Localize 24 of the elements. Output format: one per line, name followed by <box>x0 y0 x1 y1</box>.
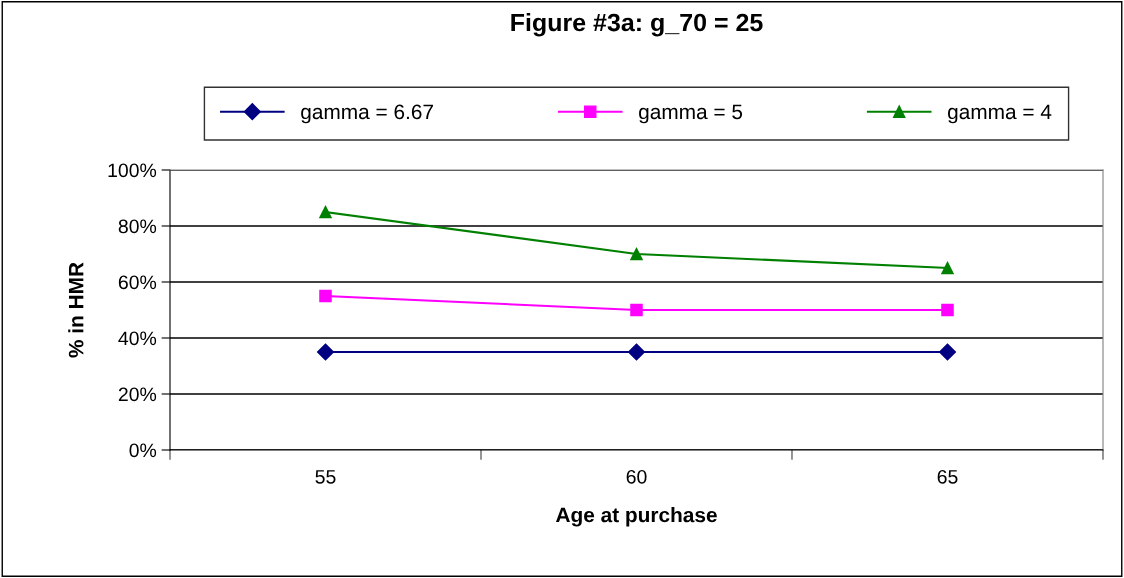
point <box>627 343 646 361</box>
point <box>319 289 332 303</box>
y-tick-label: 20% <box>118 387 157 402</box>
y-tick-label: 0% <box>129 443 157 458</box>
legend-label: gamma = 5 <box>639 104 743 124</box>
point <box>941 303 954 317</box>
x-axis-title: Age at purchase <box>555 507 717 527</box>
point <box>630 247 643 261</box>
legend-label: gamma = 4 <box>948 104 1052 124</box>
x-tick-label: 65 <box>937 469 958 484</box>
chart-title: Figure #3a: g_70 = 25 <box>511 12 763 37</box>
y-tick-label: 100% <box>108 163 157 178</box>
y-tick-label: 60% <box>118 275 157 290</box>
y-tick-label: 80% <box>118 219 157 234</box>
legend-label: gamma = 6.67 <box>301 104 433 124</box>
x-tick-label: 55 <box>315 470 336 484</box>
point <box>316 343 335 361</box>
x-tick-label: 60 <box>626 469 647 484</box>
y-axis-title: % in HMR <box>68 262 84 358</box>
point <box>319 205 332 219</box>
point <box>941 261 954 275</box>
point <box>938 343 957 361</box>
y-tick-label: 40% <box>118 331 157 346</box>
point <box>630 303 643 317</box>
